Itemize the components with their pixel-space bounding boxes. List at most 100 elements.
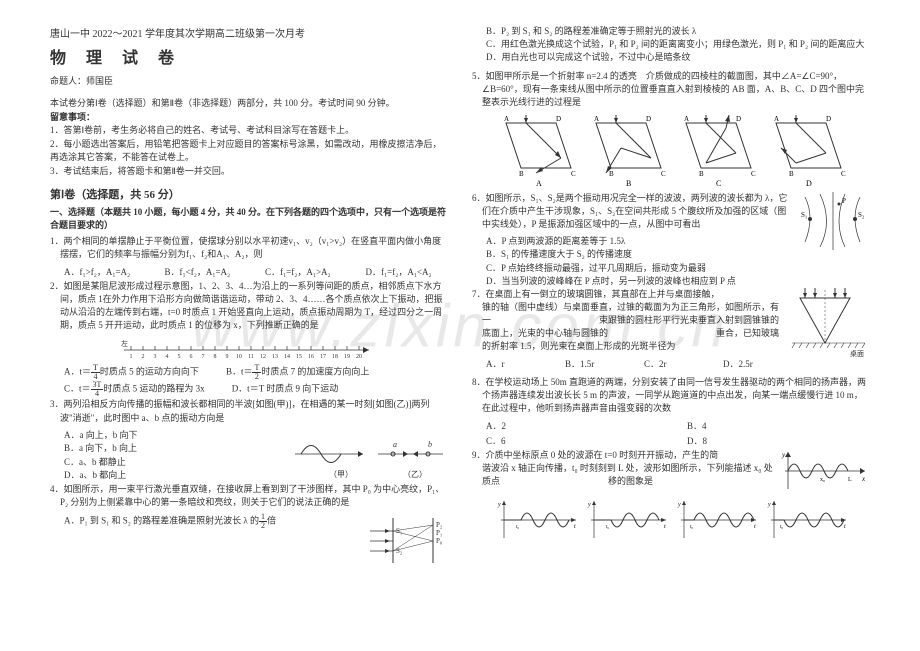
svg-text:D: D [806, 179, 812, 188]
q3-figure: （甲） a b （乙） [293, 429, 448, 479]
q2-a: A．t＝T4时质点 5 的运动方向向下 B．t＝T2时质点 7 的加速度方向向上 [50, 364, 448, 381]
svg-text:10: 10 [236, 354, 242, 360]
svg-text:B: B [699, 170, 704, 178]
svg-text:9: 9 [226, 354, 229, 360]
svg-text:20: 20 [356, 354, 362, 360]
q4-stem: 4．如图所示，用一束平行激光垂直双缝，在接收屏上看到到了干涉图样，其中 P₀ 为… [50, 483, 448, 509]
q2-b-post: 时质点 7 的加速度方向向上 [261, 367, 369, 377]
svg-text:A: A [594, 115, 599, 123]
svg-text:左: 左 [121, 339, 128, 348]
q7-d: D．2.5r [723, 357, 784, 370]
svg-text:3: 3 [154, 354, 157, 360]
svg-text:B: B [609, 170, 614, 178]
q2-a-post: 时质点 5 的运动方向向下 [100, 367, 199, 377]
author-line: 命题人：师国臣 [50, 74, 448, 87]
q2-d: D．t＝T 时质点 9 向下运动 [232, 384, 339, 394]
svg-text:桌面: 桌面 [850, 349, 864, 358]
q2-ruler-figure: 1234567891011121314151617181920 左 [119, 336, 379, 360]
svg-text:P: P [842, 197, 846, 205]
svg-text:t: t [844, 524, 846, 530]
q8-options-1: A．2 B．4 [472, 419, 870, 432]
svg-text:19: 19 [344, 354, 350, 360]
svg-text:C: C [571, 170, 576, 178]
q5-stem: 5．如图甲所示是一个折射率 n=2.4 的透亮 介质做成的四棱柱的截面图，其中∠… [472, 70, 870, 109]
svg-text:C: C [716, 179, 721, 188]
svg-text:D: D [646, 115, 651, 123]
right-column: B．P₂ 到 S₁ 和 S₂ 的路程差准确定等于照射光的波长 λ C．用红色激光… [460, 0, 920, 651]
svg-text:y: y [497, 502, 501, 508]
svg-text:S₁: S₁ [801, 211, 807, 219]
note3: 3．考试结束后，将答题卡和第Ⅱ卷一并交回。 [50, 165, 448, 179]
svg-text:（甲）: （甲） [329, 470, 353, 479]
left-column: 唐山一中 2022～2021 学年度其次学期高二班级第一次月考 物 理 试 卷 … [0, 0, 460, 651]
svg-text:B: B [519, 170, 524, 178]
svg-text:D: D [556, 115, 561, 123]
svg-text:t₀: t₀ [606, 525, 609, 530]
svg-text:P₀: P₀ [436, 537, 443, 545]
q4-a-pre: A．P₁ 到 S₁ 和 S₂ 的路程差准确是照射光波长 λ 的 [64, 515, 259, 525]
svg-text:D: D [736, 115, 741, 123]
school-line: 唐山一中 2022～2021 学年度其次学期高二班级第一次月考 [50, 25, 448, 40]
svg-text:11: 11 [248, 354, 254, 360]
section1-title: 第Ⅰ卷（选择题，共 56 分） [50, 186, 448, 202]
svg-text:5: 5 [178, 354, 181, 360]
svg-text:B: B [789, 170, 794, 178]
svg-text:A: A [684, 115, 689, 123]
q4-d: D．用白光也可以完成这个试验，不过中心是暗条纹 [472, 51, 870, 64]
svg-text:t₀: t₀ [690, 525, 693, 530]
svg-text:13: 13 [272, 354, 278, 360]
section1-sub: 一、选择题（本题共 10 小题，每小题 4 分，共 40 分。在下列各题的四个选… [50, 206, 448, 231]
q2-b-pre: B．t＝ [226, 367, 253, 377]
q7-c: C．2r [644, 357, 705, 370]
q2-c-post: 时质点 5 运动的路程为 3x [103, 384, 204, 394]
svg-text:P₁: P₁ [436, 529, 442, 537]
q9-options-figure: yt t₀ yt t₀ yt t₀ yt t₀ [491, 498, 851, 548]
q7-a: A．r [486, 357, 547, 370]
q1-stem: 1．两个相同的单摆静止于平衡位置，使摆球分别以水平初速v₁、v₂（v₁>v₂）在… [50, 235, 448, 261]
svg-text:8: 8 [214, 354, 217, 360]
q8-stem: 8．在学校运动场上 50m 直跑道的两端，分别安装了由同一信号发生器驱动的两个相… [472, 376, 870, 415]
q1-c: C．f₁=f₂，A₁>A₂ [265, 265, 348, 278]
svg-text:1: 1 [130, 354, 133, 360]
svg-text:y: y [767, 502, 771, 508]
q4-c: C．用红色激光换成这个试验，P₁ 和 P₂ 间的距离离变小；用绿色激光，则 P₁… [472, 38, 870, 51]
q5-figure: AD BC A AD BC B AD BC C [491, 113, 851, 188]
svg-text:4: 4 [166, 354, 169, 360]
svg-text:y: y [677, 502, 681, 508]
q8-a: A．2 [486, 419, 669, 432]
q2-stem: 2．如图是某阻尼波形成过程示意图，1、2、3、4…为沿上的一系列等间距的质点，相… [50, 280, 448, 332]
svg-text:A: A [504, 115, 509, 123]
svg-text:（乙）: （乙） [403, 470, 427, 479]
note2: 2．每小题选出答案后，用铅笔把答题卡上对应题目的答案标号涂黑，如需改动，用橡皮擦… [50, 138, 448, 165]
q8-b: B．4 [687, 419, 870, 432]
q3-stem: 3．两列沿相反方向传播的振幅和波长都相同的半波[如图(甲)]，在相遇的某一时刻[… [50, 398, 448, 424]
q4-a-post: 倍 [267, 515, 276, 525]
svg-text:x₀: x₀ [820, 477, 825, 483]
q4-b: B．P₂ 到 S₁ 和 S₂ 的路程差准确定等于照射光的波长 λ [472, 25, 870, 38]
svg-text:t: t [754, 524, 756, 530]
q8-c: C．6 [486, 434, 669, 447]
intro-line: 本试卷分第Ⅰ卷（选择题）和第Ⅱ卷（非选择题）两部分，共 100 分。考试时间 9… [50, 97, 448, 111]
q2-c: C．t＝3T4时质点 5 运动的路程为 3x D．t＝T 时质点 9 向下运动 [50, 381, 448, 398]
svg-text:x: x [861, 475, 866, 483]
q8-options-2: C．6 D．8 [472, 434, 870, 447]
q1-b: B．f₁<f₂，A₁=A₂ [165, 265, 248, 278]
instructions-block: 本试卷分第Ⅰ卷（选择题）和第Ⅱ卷（非选择题）两部分，共 100 分。考试时间 9… [50, 97, 448, 178]
q6-d: D．当当列波的波峰峰在 P 点时，另一列波的波峰也相应到 P 点 [472, 275, 870, 288]
svg-text:b: b [428, 440, 432, 449]
exam-title: 物 理 试 卷 [50, 44, 448, 68]
q2-a-pre: A．t＝ [64, 367, 91, 377]
q2-c-pre: C．t＝ [64, 384, 91, 394]
svg-text:A: A [774, 115, 779, 123]
svg-text:2: 2 [142, 354, 145, 360]
svg-text:C: C [661, 170, 666, 178]
svg-text:t: t [664, 524, 666, 530]
svg-text:D: D [826, 115, 831, 123]
q1-options: A．f₁>f₂，A₁=A₂ B．f₁<f₂，A₁=A₂ C．f₁=f₂，A₁>A… [50, 265, 448, 278]
svg-text:B: B [626, 179, 631, 188]
svg-text:17: 17 [320, 354, 326, 360]
svg-text:L: L [848, 477, 852, 483]
q6-d-2: 到 P 点 [709, 276, 736, 286]
q4-figure: S₁ S₂ P₂ P₁ P₀ [368, 513, 448, 568]
svg-text:t₀: t₀ [780, 525, 783, 530]
